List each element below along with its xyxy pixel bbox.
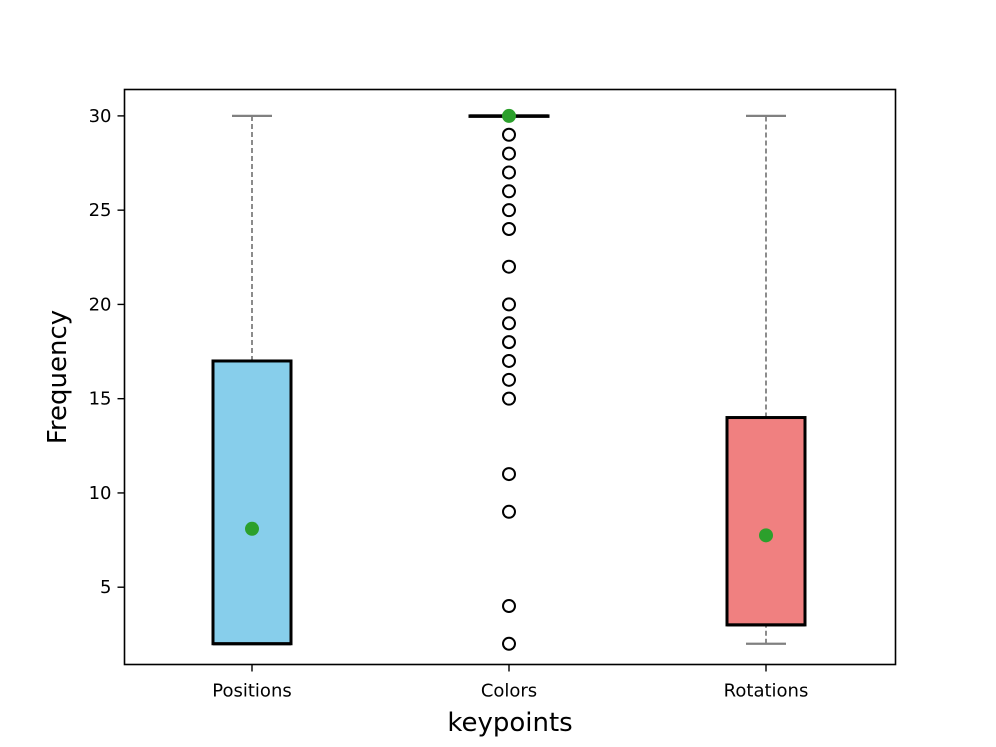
outlier-point (502, 127, 516, 142)
y-axis-label: Frequency (43, 310, 73, 444)
outlier-point (502, 165, 516, 180)
outlier-point (502, 203, 516, 218)
box-group-positions (211, 114, 293, 646)
outlier-point (502, 316, 516, 331)
box-group-rotations (725, 114, 807, 645)
y-tick-label: 10 (89, 483, 112, 504)
box-positions (211, 359, 293, 646)
outlier-point (502, 222, 516, 237)
outlier-point (502, 467, 516, 482)
outlier-point (502, 335, 516, 350)
outlier-point (502, 636, 516, 651)
x-tick-label: Positions (212, 681, 291, 702)
outlier-point (502, 372, 516, 387)
mean-marker (245, 521, 259, 536)
x-tick-label: Rotations (724, 681, 809, 702)
axes: Positions Colors Rotations 5 10 15 20 25 30 (89, 106, 809, 702)
plot-area-frame (123, 88, 897, 666)
outlier-point (502, 146, 516, 161)
y-tick-label: 15 (89, 389, 112, 410)
mean-marker (502, 108, 516, 123)
plot-marks (211, 108, 807, 651)
box-group-colors (468, 108, 550, 651)
x-tick-label: Colors (481, 681, 537, 702)
y-tick-label: 5 (100, 577, 111, 598)
outlier-point (502, 391, 516, 406)
mean-marker (759, 528, 773, 543)
box-rotations (725, 416, 807, 627)
y-tick-label: 30 (89, 106, 112, 127)
outlier-point (502, 259, 516, 274)
y-tick-label: 20 (89, 294, 112, 315)
outlier-point (502, 504, 516, 519)
x-axis-label: keypoints (447, 708, 572, 738)
outlier-point (502, 184, 516, 199)
outlier-point (502, 297, 516, 312)
y-tick-label: 25 (89, 200, 112, 221)
outlier-point (502, 353, 516, 368)
outlier-point (502, 599, 516, 614)
